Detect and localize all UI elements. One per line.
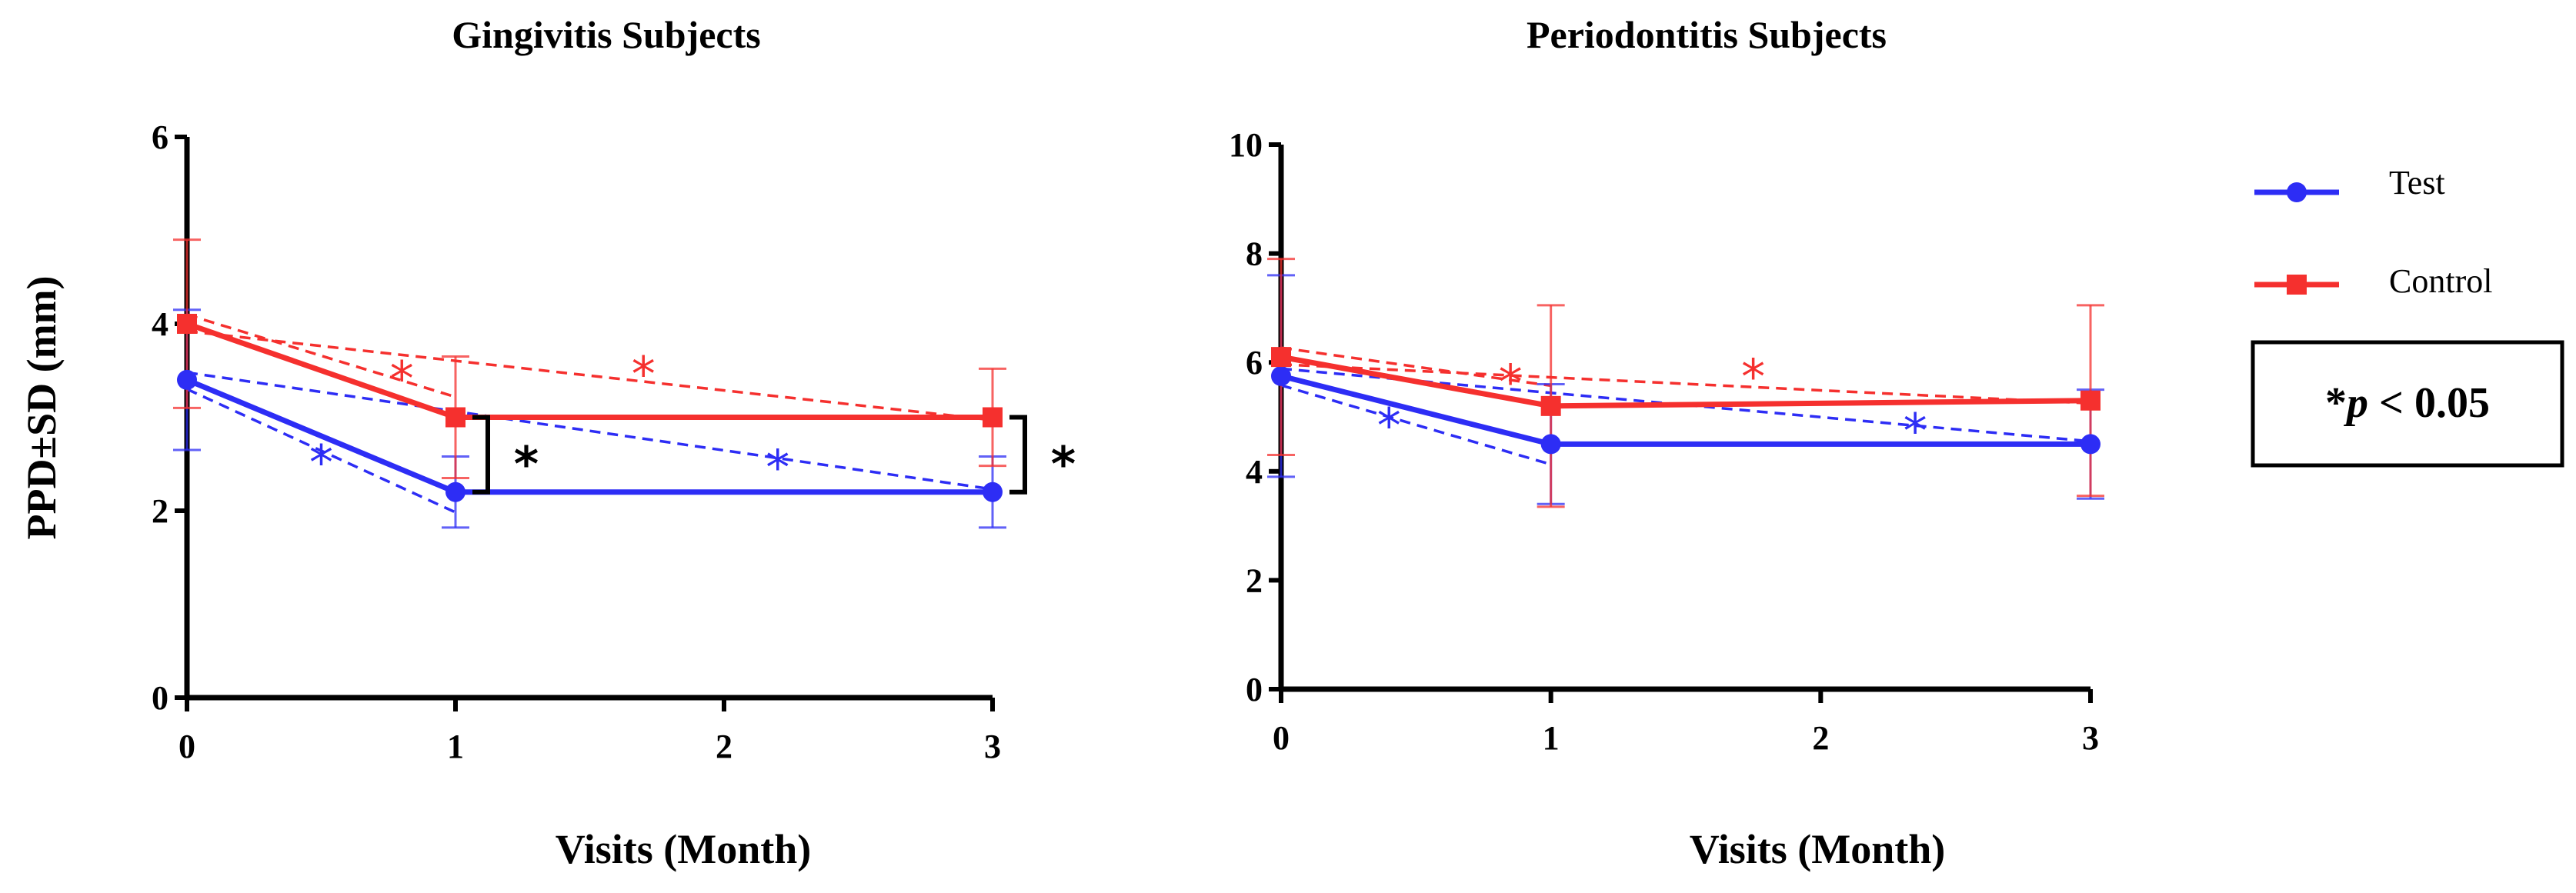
pairwise-asterisk: * [1377,398,1401,454]
data-point-control [983,407,1003,428]
significance-text: *p < 0.05 [2325,379,2490,427]
comparison-line [186,313,456,398]
data-point-test [1271,365,1291,386]
y-tick-label: 2 [1246,561,1263,599]
x-tick-label: 2 [716,728,732,765]
pairwise-asterisk: * [309,435,333,491]
y-tick-label: 10 [1229,126,1263,164]
significance-box: *p < 0.05 [2251,340,2564,468]
pairwise-asterisk: * [1741,348,1765,405]
data-point-test [177,369,197,390]
series-line-control [185,321,993,420]
comparison-line [186,388,456,514]
data-point-control [2080,390,2101,411]
significance-box-border [2251,340,2564,468]
data-point-test [2080,434,2101,455]
y-tick-label: 6 [1246,344,1263,382]
data-point-test [445,481,465,502]
comparison-line [186,371,993,491]
legend-square-icon [2287,275,2307,295]
chart-gingivitis: Gingivitis Subjects Visits (Month) PPD±S… [18,13,1076,872]
comparison-line [1280,384,1552,466]
pairwise-asterisk: * [390,351,414,407]
y-tick-label: 0 [152,679,169,717]
pairwise-asterisk: * [632,346,656,402]
comparison-line [186,329,993,422]
x-tick-label: 0 [1273,719,1290,757]
x-tick-label: 1 [1543,719,1560,757]
series-line-test [1280,373,2090,447]
pairwise-asterisk: * [1904,403,1927,459]
chart-periodontitis: Periodontitis Subjects Visits (Month) 0 2… [1229,13,2104,872]
x-tick-label: 2 [1812,719,1829,757]
significance-star: * [2325,379,2347,427]
y-tick-label: 0 [1246,671,1263,708]
y-axis-label: PPD±SD (mm) [18,275,65,539]
pairwise-asterisk: * [1499,354,1523,410]
series-line-test [185,377,993,495]
y-tick-label: 2 [152,492,169,530]
comparison-line [1280,362,2091,405]
y-tick-label: 4 [152,305,169,343]
x-axis-label: Visits (Month) [1690,826,1946,872]
y-tick-label: 4 [1246,453,1263,491]
legend-circle-icon [2287,182,2307,202]
comparison-line [1280,346,1551,388]
y-tick-label: 6 [152,118,169,156]
legend: Test Control [2254,164,2492,300]
x-tick-label: 3 [2082,719,2099,757]
legend-label-test: Test [2389,164,2445,202]
significance-threshold: < 0.05 [2368,379,2490,427]
x-tick-label: 0 [179,728,195,765]
series-line-control [1280,354,2091,409]
significance-asterisk: * [514,436,539,492]
data-point-control [1271,347,1291,368]
data-point-control [1540,395,1561,416]
y-tick-label: 8 [1246,235,1263,273]
data-point-control [177,314,197,334]
x-tick-label: 3 [984,728,1001,765]
significance-p: p [2344,379,2368,427]
data-point-test [983,481,1003,502]
x-axis-label: Visits (Month) [556,826,812,872]
data-point-control [445,407,465,428]
chart-title: Gingivitis Subjects [452,13,760,56]
significance-bracket [1009,415,1027,495]
data-point-test [1540,434,1561,455]
legend-label-control: Control [2389,262,2492,300]
significance-bracket [472,415,490,495]
comparison-line [1280,367,2091,443]
significance-asterisk: * [1051,436,1076,492]
x-tick-label: 1 [447,728,464,765]
chart-title: Periodontitis Subjects [1527,13,1887,56]
pairwise-asterisk: * [766,439,789,495]
